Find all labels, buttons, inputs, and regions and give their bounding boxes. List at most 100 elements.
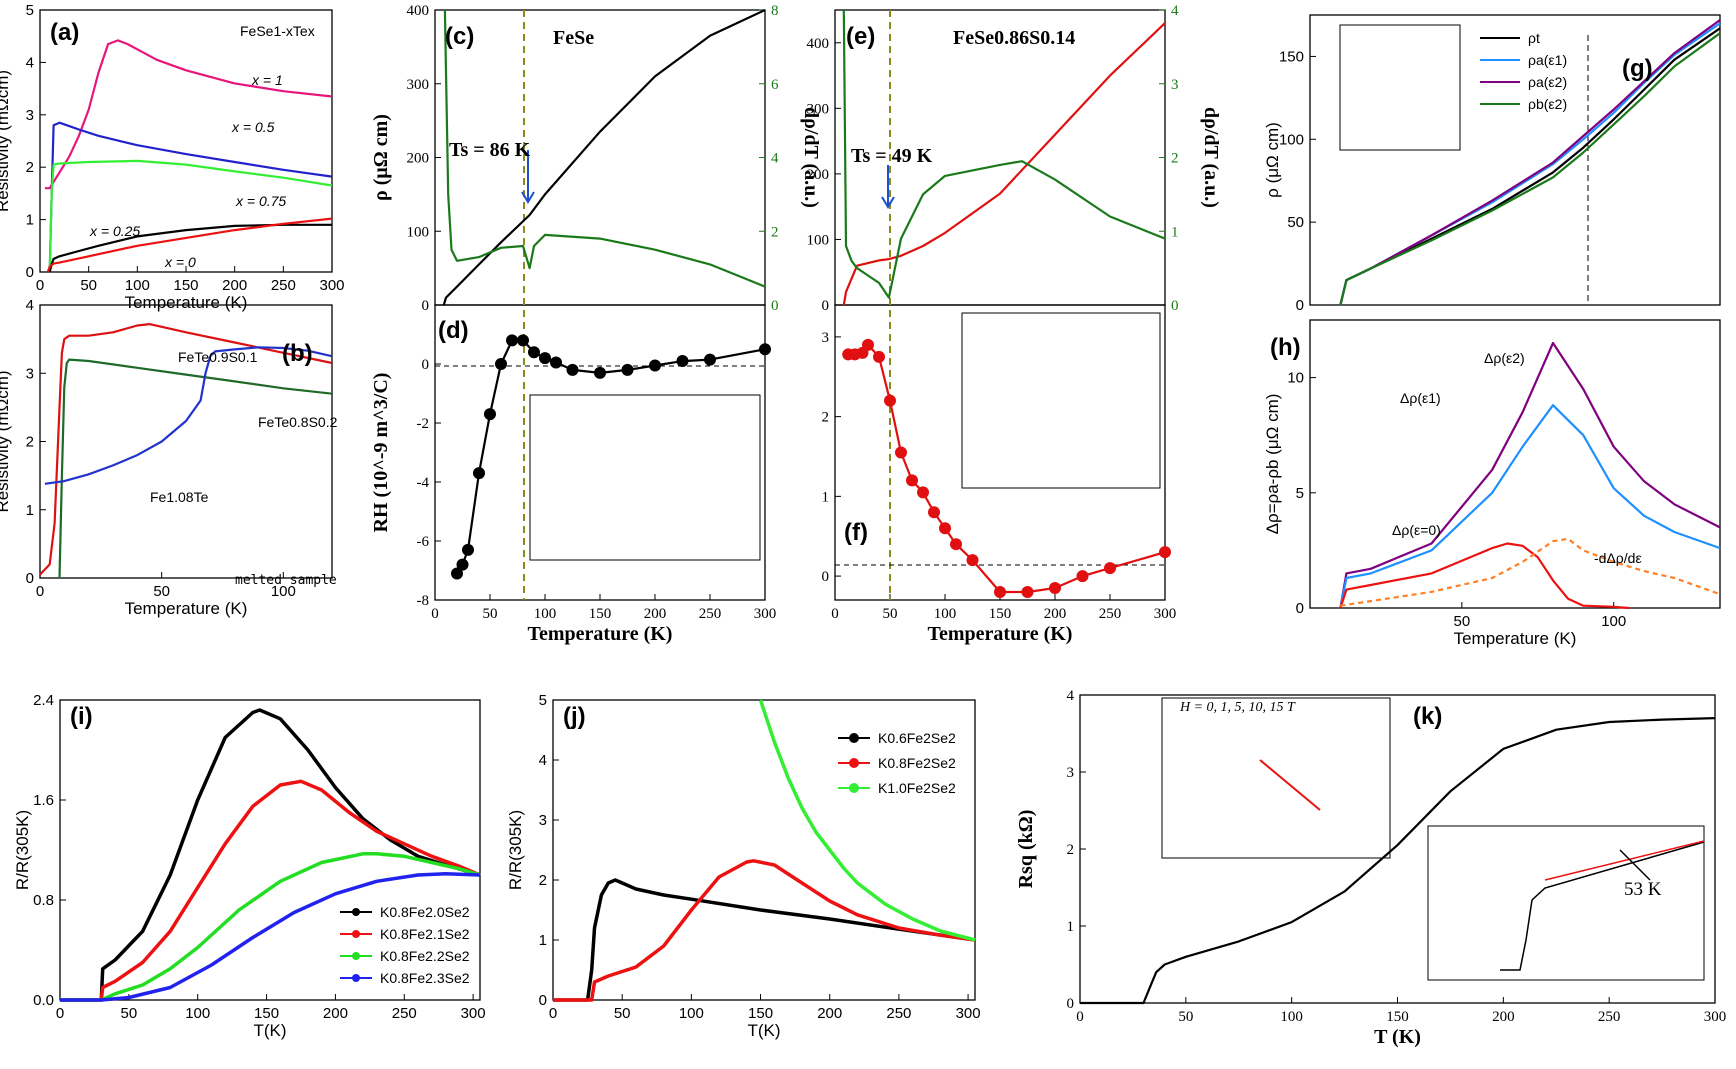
- b-xlabel: Temperature (K): [125, 599, 248, 618]
- g-series-3: [1339, 32, 1721, 306]
- k-inset-bottom-frame: [1427, 825, 1705, 981]
- k-inset-curve: [1500, 841, 1705, 971]
- e-ytick-label: 0: [822, 298, 830, 314]
- f-xtick-label: 150: [989, 606, 1012, 622]
- c-ytick-label: 200: [407, 151, 430, 167]
- k-ytick-label: 1: [1067, 919, 1075, 935]
- a-ytick-label: 0: [26, 264, 34, 281]
- c-series-1: [443, 9, 766, 288]
- a-series-3: [48, 223, 332, 273]
- h-ytick-label: 5: [1296, 485, 1304, 502]
- f-ytick-label: 0: [822, 569, 830, 585]
- e-ytick-label: 300: [807, 101, 830, 117]
- i-series-0: [60, 708, 481, 1002]
- e-ytick-right-label: 1: [1171, 224, 1179, 240]
- i-legend-label-3: K0.8Fe2.3Se2: [380, 970, 470, 986]
- j-legend-label-1: K0.8Fe2Se2: [878, 755, 956, 771]
- g-legend-label-0: ρt: [1528, 30, 1540, 46]
- a-xtick-label: 50: [80, 277, 97, 294]
- d-marker-12: [594, 366, 606, 379]
- a-series-0: [44, 39, 333, 190]
- h-xlabel: Temperature (K): [1454, 629, 1577, 648]
- f-ytick-label: 3: [822, 330, 830, 346]
- f-marker-9: [928, 506, 940, 519]
- k-field-arrow: [1259, 759, 1321, 811]
- h-series-2: [1339, 542, 1629, 610]
- h-label-eps2: Δρ(ε2): [1484, 350, 1525, 366]
- j-series-1: [553, 859, 976, 1002]
- g-ylabel: ρ (μΩ cm): [1263, 122, 1282, 198]
- d-marker-10: [550, 356, 562, 369]
- d-marker-1: [456, 558, 469, 571]
- j-xtick-label: 300: [956, 1005, 981, 1022]
- f-marker-11: [950, 538, 962, 551]
- a-series-1: [48, 121, 333, 273]
- d-xtick-label: 200: [644, 606, 667, 622]
- g-ytick-label: 0: [1296, 297, 1304, 314]
- j-ylabel: R/R(305K): [506, 810, 525, 890]
- j-xlabel: T(K): [747, 1021, 780, 1040]
- b-series-2: [44, 346, 333, 485]
- f-xtick-label: 100: [934, 606, 957, 622]
- a-label-x1: x = 1: [251, 72, 283, 88]
- f-xtick-label: 50: [883, 606, 898, 622]
- f-marker-4: [873, 350, 885, 363]
- k-xtick-label: 100: [1280, 1009, 1303, 1025]
- j-xtick-label: 150: [748, 1005, 773, 1022]
- a-ytick-label: 3: [26, 107, 34, 124]
- f-xlabel: Temperature (K): [928, 623, 1073, 645]
- d-ytick-label: -6: [417, 534, 430, 550]
- i-xtick-label: 0: [56, 1005, 64, 1022]
- d-marker-17: [759, 343, 771, 356]
- k-xtick-label: 50: [1178, 1009, 1193, 1025]
- f-ytick-label: 2: [822, 410, 830, 426]
- g-legend-label-3: ρb(ε2): [1528, 96, 1567, 112]
- i-xtick-label: 50: [121, 1005, 138, 1022]
- panel-label-c: (c): [445, 23, 474, 50]
- a-xtick-label: 300: [319, 277, 344, 294]
- d-xtick-label: 250: [699, 606, 722, 622]
- j-xtick-label: 50: [614, 1005, 631, 1022]
- a-legend-title: FeSe1-xTex: [240, 23, 315, 39]
- h-ytick-label: 0: [1296, 600, 1304, 617]
- i-xlabel: T(K): [253, 1021, 286, 1040]
- i-legend-label-0: K0.8Fe2.0Se2: [380, 904, 470, 920]
- f-xtick-label: 0: [831, 606, 839, 622]
- i-ytick-label: 1.6: [33, 792, 54, 809]
- e-ytick-label: 400: [807, 36, 830, 52]
- e-ytick-right-label: 2: [1171, 151, 1179, 167]
- g-ytick-label: 50: [1287, 214, 1304, 231]
- f-marker-18: [1159, 546, 1171, 559]
- panel-label-k: (k): [1413, 703, 1442, 730]
- d-marker-3: [473, 467, 485, 480]
- a-label-x0: x = 0: [164, 254, 196, 270]
- i-ytick-label: 0.0: [33, 992, 54, 1009]
- j-xtick-label: 250: [886, 1005, 911, 1022]
- c-ylabel: ρ (μΩ cm): [370, 114, 392, 201]
- e-ytick-right-label: 0: [1171, 298, 1179, 314]
- i-series-3: [60, 872, 481, 1002]
- a-ytick-label: 1: [26, 212, 34, 229]
- b-series-0: [39, 323, 333, 576]
- c-ytick-right-label: 8: [771, 3, 779, 19]
- f-marker-14: [1021, 586, 1034, 599]
- f-marker-12: [966, 554, 979, 567]
- e-ytick-right-label: 4: [1171, 3, 1179, 19]
- c-series-0: [442, 9, 766, 306]
- b-ytick-label: 2: [26, 434, 34, 451]
- f-marker-7: [906, 474, 918, 487]
- k-53k-label: 53 K: [1624, 879, 1662, 900]
- f-marker-6: [895, 446, 907, 459]
- h-label-deriv: -dΔρ/dε: [1594, 550, 1642, 566]
- i-ytick-label: 2.4: [33, 692, 54, 709]
- i-series-1: [60, 779, 481, 1002]
- f-xtick-label: 200: [1044, 606, 1067, 622]
- j-ytick-label: 0: [539, 992, 547, 1009]
- k-xtick-label: 150: [1386, 1009, 1409, 1025]
- a-xtick-label: 200: [222, 277, 247, 294]
- k-ylabel: Rsq (kΩ): [1015, 810, 1037, 889]
- b-label-s1: FeTe0.9S0.1: [178, 349, 258, 365]
- d-marker-6: [506, 334, 518, 347]
- i-ytick-label: 0.8: [33, 892, 54, 909]
